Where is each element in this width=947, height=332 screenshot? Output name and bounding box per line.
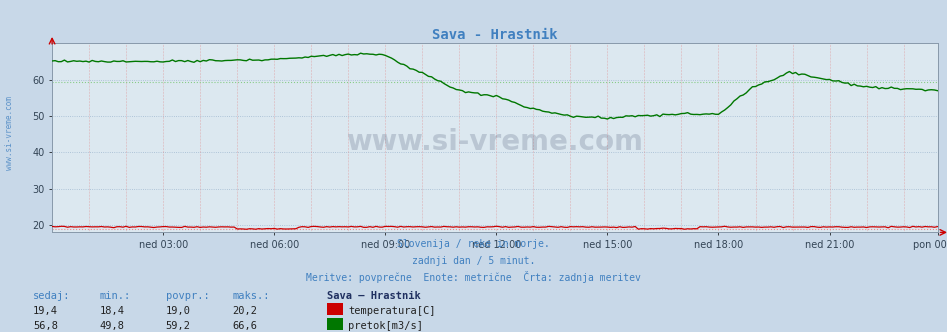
- Text: 56,8: 56,8: [33, 321, 58, 331]
- Text: 19,0: 19,0: [166, 306, 190, 316]
- Text: povpr.:: povpr.:: [166, 291, 209, 301]
- Title: Sava - Hrastnik: Sava - Hrastnik: [432, 28, 558, 42]
- Text: Meritve: povprečne  Enote: metrične  Črta: zadnja meritev: Meritve: povprečne Enote: metrične Črta:…: [306, 271, 641, 283]
- Text: 66,6: 66,6: [232, 321, 257, 331]
- Text: 19,4: 19,4: [33, 306, 58, 316]
- Text: pretok[m3/s]: pretok[m3/s]: [348, 321, 423, 331]
- Text: www.si-vreme.com: www.si-vreme.com: [5, 96, 14, 170]
- Text: 18,4: 18,4: [99, 306, 124, 316]
- Text: temperatura[C]: temperatura[C]: [348, 306, 436, 316]
- Text: 20,2: 20,2: [232, 306, 257, 316]
- Text: Sava – Hrastnik: Sava – Hrastnik: [327, 291, 420, 301]
- Text: Slovenija / reke in morje.: Slovenija / reke in morje.: [397, 239, 550, 249]
- Text: www.si-vreme.com: www.si-vreme.com: [347, 127, 643, 156]
- Text: min.:: min.:: [99, 291, 131, 301]
- Text: maks.:: maks.:: [232, 291, 270, 301]
- Text: 49,8: 49,8: [99, 321, 124, 331]
- Text: sedaj:: sedaj:: [33, 291, 71, 301]
- Text: 59,2: 59,2: [166, 321, 190, 331]
- Text: zadnji dan / 5 minut.: zadnji dan / 5 minut.: [412, 256, 535, 266]
